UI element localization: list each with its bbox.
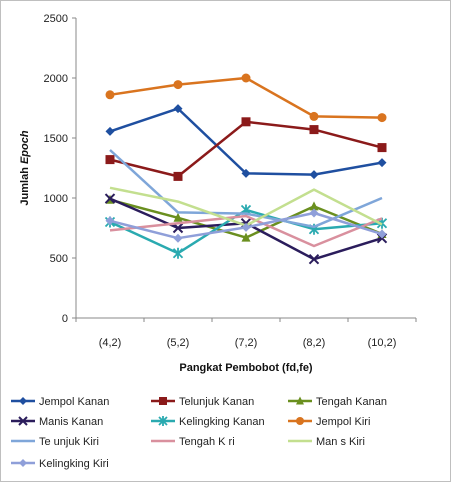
legend-label: Jempol Kiri (316, 416, 370, 428)
legend-label: Te unjuk Kiri (39, 436, 99, 448)
data-point-jempol-kiri (241, 73, 251, 83)
data-point-jempol-kiri (105, 90, 115, 100)
legend-item-kelingking-kanan: Kelingking Kanan (151, 416, 265, 428)
x-axis-ticks: (4,2) (5,2) (7,2) (8,2) (10,2) (75, 318, 417, 349)
legend-swatch-marker (159, 397, 167, 405)
data-point-tengah-kanan (173, 212, 183, 222)
legend-label: Telunjuk Kanan (179, 396, 254, 408)
data-point-telunjuk-kanan (105, 155, 115, 165)
legend: Jempol Kanan Telunjuk Kanan Tengah Kanan Ma… (11, 396, 387, 470)
data-point-jempol-kiri (173, 80, 183, 90)
series-line-te-unjuk-kiri (109, 149, 383, 229)
data-point-kelingking-kiri (377, 229, 387, 239)
legend-item-kelingking-kiri: Kelingking Kiri (11, 458, 109, 470)
x-tick-label: (7,2) (235, 337, 258, 349)
data-point-kelingking-kiri (173, 233, 183, 243)
series-tengah-k-ri (109, 214, 383, 248)
legend-item-jempol-kiri: Jempol Kiri (288, 416, 370, 428)
x-tick-label: (8,2) (303, 337, 326, 349)
data-point-kelingking-kiri (241, 222, 251, 232)
legend-label: Tengah K ri (179, 436, 235, 448)
series-layer (104, 73, 388, 265)
y-tick-label: 2000 (44, 73, 68, 85)
legend-item-tengah-kanan: Tengah Kanan (288, 396, 387, 408)
y-tick-label: 1000 (44, 193, 68, 205)
data-point-manis-kanan (172, 222, 184, 234)
legend-label: Kelingking Kiri (39, 458, 109, 470)
y-axis-title-main: Jumlah (19, 164, 31, 206)
data-point-jempol-kanan (173, 104, 183, 114)
data-point-tengah-kanan (241, 232, 251, 242)
legend-item-te-unjuk-kiri: Te unjuk Kiri (11, 436, 99, 448)
data-point-kelingking-kanan (172, 247, 184, 259)
data-point-jempol-kanan (105, 126, 115, 136)
data-point-tengah-kanan (309, 201, 319, 211)
legend-swatch-marker (19, 397, 27, 405)
legend-label: Kelingking Kanan (179, 416, 265, 428)
series-telunjuk-kanan (105, 117, 387, 181)
legend-item-telunjuk-kanan: Telunjuk Kanan (151, 396, 254, 408)
series-line-telunjuk-kanan (109, 120, 383, 178)
x-tick-label: (10,2) (368, 337, 397, 349)
data-point-telunjuk-kanan (309, 125, 319, 135)
data-point-jempol-kanan (241, 168, 251, 178)
data-point-jempol-kiri (309, 111, 319, 121)
data-point-jempol-kanan (309, 170, 319, 180)
legend-label: Manis Kanan (39, 416, 103, 428)
y-tick-label: 500 (50, 253, 68, 265)
legend-item-jempol-kanan: Jempol Kanan (11, 396, 109, 408)
y-tick-label: 2500 (44, 13, 68, 25)
data-point-jempol-kiri (377, 113, 387, 123)
legend-item-manis-kanan: Manis Kanan (11, 416, 103, 428)
y-axis-title: Jumlah Epoch (19, 130, 31, 205)
legend-swatch-marker (296, 396, 304, 405)
legend-swatch-marker (158, 416, 168, 426)
data-point-kelingking-kiri (105, 216, 115, 226)
y-tick-label: 0 (62, 313, 68, 325)
data-point-telunjuk-kanan (173, 171, 183, 181)
legend-item-tengah-k-ri: Tengah K ri (151, 436, 235, 448)
series-line-jempol-kiri (109, 76, 383, 119)
legend-swatch-marker (18, 416, 28, 426)
series-jempol-kiri (105, 73, 387, 123)
x-tick-label: (5,2) (167, 337, 190, 349)
y-axis-ticks: 0 500 1000 1500 2000 2500 (44, 13, 76, 325)
series-te-unjuk-kiri (109, 149, 383, 229)
data-point-telunjuk-kanan (241, 117, 251, 127)
data-point-kelingking-kiri (309, 208, 319, 218)
y-axis-title-italic: Epoch (19, 130, 31, 164)
x-tick-label: (4,2) (99, 337, 122, 349)
data-point-jempol-kanan (377, 158, 387, 168)
data-point-telunjuk-kanan (377, 143, 387, 153)
series-kelingking-kiri (105, 208, 387, 243)
series-line-tengah-k-ri (109, 214, 383, 248)
y-tick-label: 1500 (44, 133, 68, 145)
legend-label: Man s Kiri (316, 436, 365, 448)
legend-swatch-marker (19, 459, 27, 467)
legend-label: Jempol Kanan (39, 396, 109, 408)
x-axis-title: Pangkat Pembobot (fd,fe) (179, 362, 313, 374)
legend-swatch-marker (296, 417, 304, 425)
legend-item-man-s-kiri: Man s Kiri (288, 436, 365, 448)
data-point-manis-kanan (104, 193, 116, 204)
legend-label: Tengah Kanan (316, 396, 387, 408)
data-point-manis-kanan (308, 253, 320, 265)
series-jempol-kanan (105, 104, 387, 180)
